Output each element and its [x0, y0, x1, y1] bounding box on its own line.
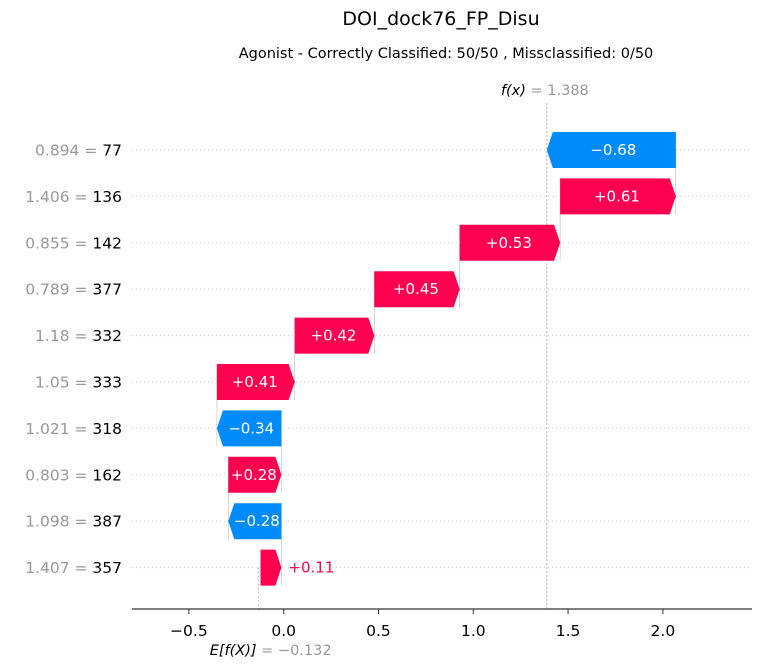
feature-label: 1.05 = 333	[35, 374, 122, 392]
feature-name: 333	[92, 374, 122, 392]
bar-value-label: +0.45	[393, 280, 439, 298]
x-tick-label: 1.0	[461, 622, 486, 640]
bar-value-label: +0.28	[231, 466, 277, 484]
base-value: = −0.132	[261, 643, 331, 659]
bar-value-label: +0.42	[311, 327, 357, 345]
feature-label: 0.803 = 162	[25, 466, 122, 484]
positive-bar	[260, 549, 282, 586]
positive-bar	[294, 317, 375, 354]
x-tick-label: 1.5	[556, 622, 581, 640]
feature-name: 142	[92, 234, 122, 252]
feature-label: 1.407 = 357	[25, 559, 122, 577]
feature-value: 1.407 =	[25, 559, 92, 577]
feature-name: 387	[92, 513, 122, 531]
bar-value-label: −0.28	[234, 512, 280, 530]
positive-bar	[228, 456, 282, 493]
negative-bar	[228, 503, 282, 540]
fx-value: = 1.388	[531, 83, 589, 99]
chart-subtitle: Agonist - Correctly Classified: 50/50 , …	[239, 46, 654, 62]
bar-value-label: +0.61	[594, 187, 640, 205]
bar-value-label: +0.53	[486, 234, 532, 252]
feature-name: 77	[102, 142, 122, 160]
feature-label: 0.894 = 77	[35, 142, 122, 160]
feature-value: 1.098 =	[25, 513, 92, 531]
bar-value-label: +0.11	[288, 559, 334, 577]
positive-bar	[216, 364, 295, 400]
bar-value-label: −0.34	[228, 419, 274, 437]
feature-name: 332	[92, 327, 122, 345]
chart-title: DOI_dock76_FP_Disu	[342, 8, 539, 30]
feature-name: 318	[92, 420, 122, 438]
negative-bar	[546, 132, 676, 168]
x-tick-label: 2.0	[651, 622, 676, 640]
feature-name: 357	[92, 559, 122, 577]
fx-name: f(x)	[501, 83, 531, 99]
fx-label: f(x) = 1.388	[501, 83, 589, 99]
feature-value: 0.803 =	[25, 466, 92, 484]
positive-bar	[560, 178, 676, 215]
x-tick-label: 0.5	[366, 622, 391, 640]
feature-name: 377	[92, 281, 122, 299]
feature-label: 1.098 = 387	[25, 513, 122, 531]
feature-value: 0.894 =	[35, 142, 102, 160]
x-tick-label: 0.0	[271, 622, 296, 640]
feature-name: 136	[92, 188, 122, 206]
positive-bar	[459, 224, 561, 261]
base-value-label: E[f(X)] = −0.132	[210, 643, 332, 659]
base-name: E[f(X)]	[210, 643, 261, 659]
positive-bar	[374, 271, 460, 308]
feature-label: 1.406 = 136	[25, 188, 122, 206]
feature-label: 0.789 = 377	[25, 281, 122, 299]
negative-bar	[216, 410, 282, 447]
feature-value: 1.406 =	[25, 188, 92, 206]
bar-value-label: −0.68	[590, 141, 636, 159]
feature-value: 1.021 =	[25, 420, 92, 438]
x-tick-label: −0.5	[170, 622, 208, 640]
feature-label: 1.18 = 332	[35, 327, 122, 345]
feature-label: 1.021 = 318	[25, 420, 122, 438]
feature-value: 1.18 =	[35, 327, 92, 345]
feature-value: 0.855 =	[25, 234, 92, 252]
bar-value-label: +0.41	[232, 373, 278, 391]
feature-value: 0.789 =	[25, 281, 92, 299]
feature-value: 1.05 =	[35, 374, 92, 392]
feature-name: 162	[92, 466, 122, 484]
feature-label: 0.855 = 142	[25, 234, 122, 252]
